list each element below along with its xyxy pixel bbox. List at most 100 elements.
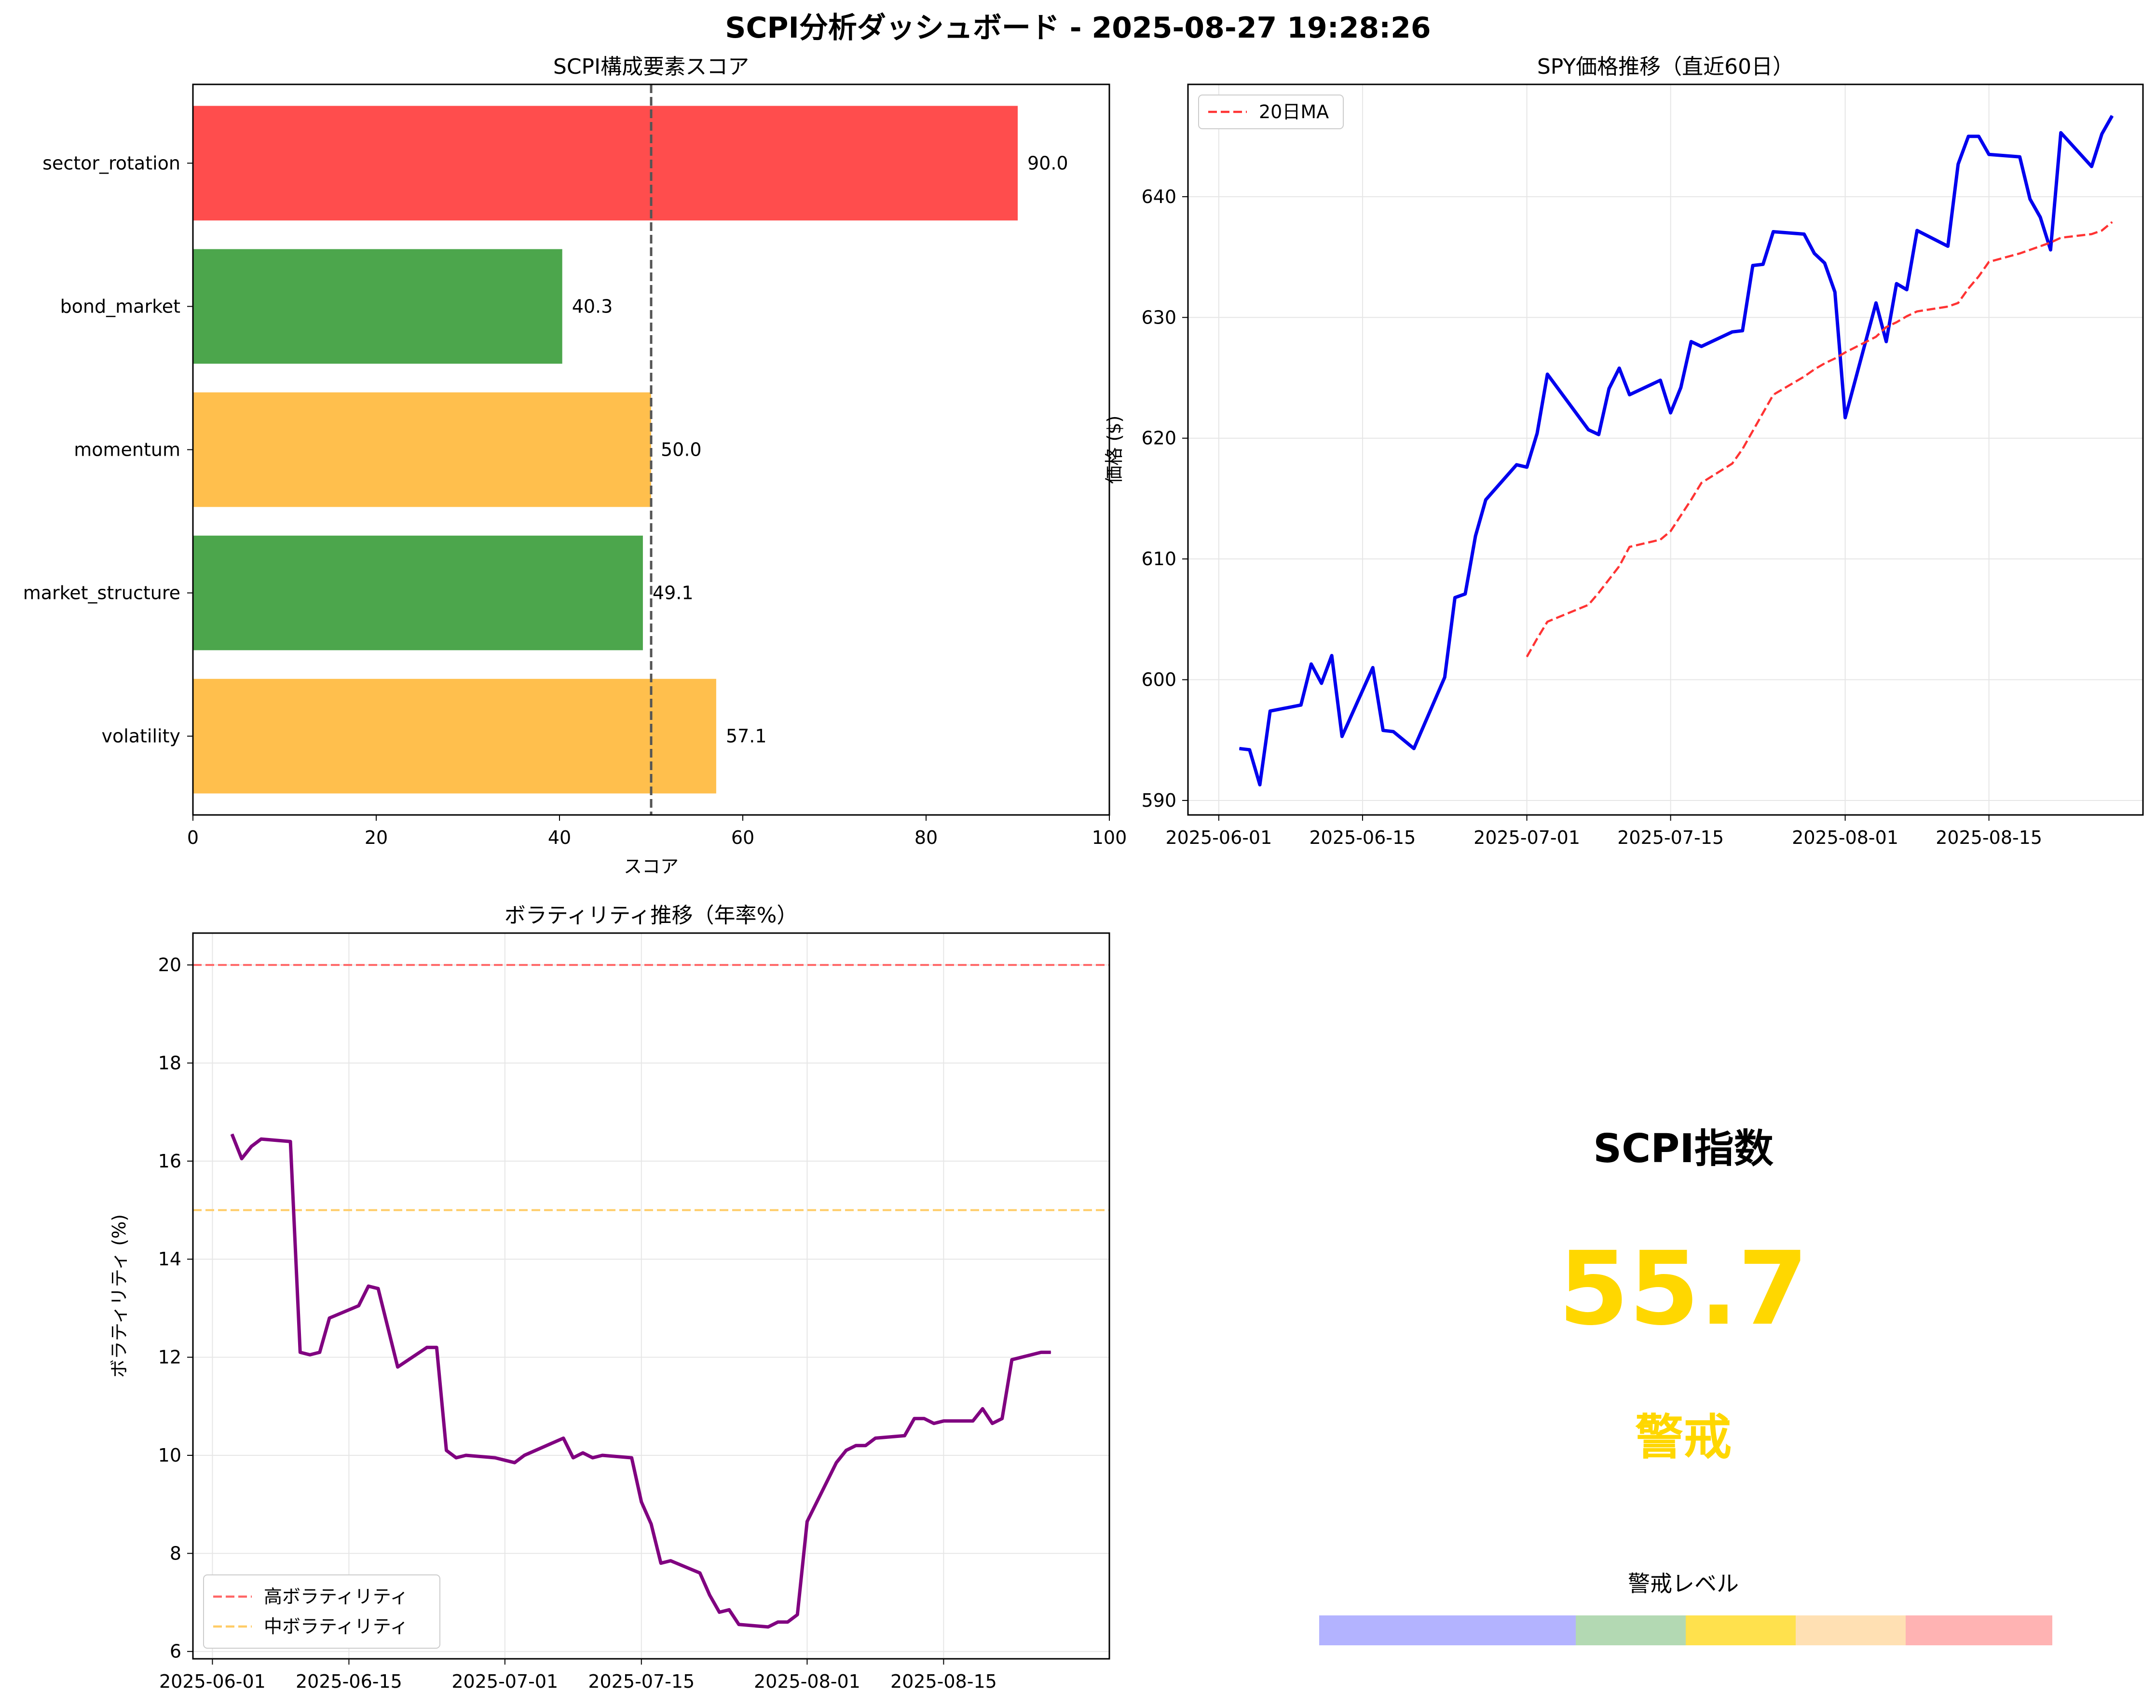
scpi-index-value: 55.7 xyxy=(1558,1230,1808,1348)
value-label: 40.3 xyxy=(572,296,613,317)
x-tick-label: 2025-08-15 xyxy=(890,1671,997,1692)
category-label: volatility xyxy=(101,726,180,747)
spy-series-1-point xyxy=(1691,341,1692,342)
spy-series-1-line xyxy=(1239,115,2114,786)
legend-label: 20日MA xyxy=(1259,101,1329,122)
spy-series-1-point xyxy=(1701,346,1702,347)
level-band-3 xyxy=(1686,1615,1796,1645)
volatility-series-1-point xyxy=(797,1614,798,1615)
scpi-level-text: 警戒 xyxy=(1635,1409,1732,1465)
spy-series-1-point xyxy=(1249,749,1250,750)
spy-series-2-point xyxy=(1619,566,1620,567)
x-tick-label: 2025-07-15 xyxy=(1617,827,1724,848)
x-tick-label: 2025-08-01 xyxy=(1792,827,1898,848)
value-label: 90.0 xyxy=(1027,152,1068,174)
bar-volatility xyxy=(193,678,716,794)
level-band-1 xyxy=(1319,1615,1576,1645)
plot-frame xyxy=(192,83,1110,816)
bar-market-structure xyxy=(193,535,643,651)
y-axis-label: ボラティリティ (%) xyxy=(109,1214,130,1378)
x-axis-label: スコア xyxy=(624,856,679,877)
spy-series-2-point xyxy=(1824,363,1825,364)
y-tick-label: 620 xyxy=(1141,428,1176,449)
x-tick-label: 100 xyxy=(1092,827,1127,848)
plot-frame xyxy=(192,932,1110,1660)
legend-box xyxy=(1198,95,1344,129)
level-band-5 xyxy=(1906,1615,2052,1645)
category-label: market_structure xyxy=(23,583,180,604)
x-tick-label: 2025-07-15 xyxy=(588,1671,695,1692)
volatility-chart-title: ボラティリティ推移（年率%） xyxy=(505,903,798,928)
bar-momentum xyxy=(193,392,651,507)
spy-series-1-point xyxy=(1680,387,1681,388)
x-tick-label: 2025-06-15 xyxy=(1310,827,1416,848)
y-tick-label: 610 xyxy=(1141,548,1176,569)
spy-series-1-point xyxy=(2091,166,2092,167)
dashboard-title: SCPI分析ダッシュボード - 2025-08-27 19:28:26 xyxy=(725,11,1431,45)
y-tick-label: 8 xyxy=(170,1543,181,1564)
x-tick-label: 2025-06-01 xyxy=(159,1671,266,1692)
volatility-chart: ボラティリティ推移（年率%） 2025-06-01 2025-06-15 2025-0… xyxy=(109,903,1110,1692)
y-tick-label: 10 xyxy=(158,1445,181,1466)
spy-series-1-point xyxy=(1742,330,1743,331)
spy-series-2-point xyxy=(1773,394,1774,395)
volatility-series-1-point xyxy=(719,1612,720,1613)
x-tick-label: 0 xyxy=(187,827,199,848)
x-tick-label: 2025-07-01 xyxy=(451,1671,558,1692)
volatility-series-1-point xyxy=(290,1141,291,1142)
y-tick-label: 18 xyxy=(158,1052,181,1073)
spy-series-1-point xyxy=(1752,265,1753,266)
x-tick-label: 60 xyxy=(731,827,754,848)
value-label: 57.1 xyxy=(726,726,767,747)
volatility-series-1-point xyxy=(670,1560,671,1561)
bar-sector-rotation xyxy=(193,106,1018,221)
spy-series-1-point xyxy=(1598,434,1599,435)
scpi-index-panel: SCPI指数 55.7 警戒 警戒レベル xyxy=(1319,1126,2052,1645)
y-tick-label: 16 xyxy=(158,1151,181,1172)
x-tick-label: 2025-06-01 xyxy=(1165,827,1272,848)
volatility-series-1-point xyxy=(1011,1359,1012,1360)
x-tick-label: 2025-08-15 xyxy=(1936,827,2042,848)
spy-series-2-point xyxy=(1732,463,1733,464)
y-tick-label: 6 xyxy=(170,1641,181,1662)
y-tick-label: 12 xyxy=(158,1347,181,1368)
category-label: bond_market xyxy=(60,296,180,317)
y-tick-label: 600 xyxy=(1141,669,1176,691)
spy-series-2-point xyxy=(2050,242,2051,243)
level-band-2 xyxy=(1576,1615,1686,1645)
y-tick-label: 20 xyxy=(158,954,181,976)
legend-label: 中ボラティリティ xyxy=(264,1616,408,1637)
spy-series-2-point xyxy=(2060,237,2061,238)
y-tick-label: 14 xyxy=(158,1248,181,1270)
level-scale-bar xyxy=(1319,1615,2052,1645)
y-tick-label: 630 xyxy=(1141,307,1176,328)
volatility-series-1-point xyxy=(251,1146,252,1147)
spy-price-chart: SPY価格推移（直近60日） 2025-06-01 2025-06-15 2025-0… xyxy=(1104,54,2144,848)
spy-series-2-point xyxy=(1968,288,1969,289)
y-tick-label: 590 xyxy=(1141,790,1176,811)
value-label: 50.0 xyxy=(661,439,702,461)
plot-frame xyxy=(1187,83,2144,816)
spy-series-2-line xyxy=(1526,221,2113,658)
spy-series-2-point xyxy=(1896,322,1897,323)
x-tick-label: 40 xyxy=(548,827,571,848)
x-tick-label: 2025-07-01 xyxy=(1474,827,1580,848)
volatility-series-1-point xyxy=(319,1352,320,1353)
y-tick-label: 640 xyxy=(1141,186,1176,207)
spy-series-1-point xyxy=(1629,394,1630,395)
bar-bond-market xyxy=(193,249,562,364)
volatility-series-1-point xyxy=(865,1445,866,1446)
volatility-series-1-line xyxy=(230,1133,1051,1629)
x-tick-label: 2025-08-01 xyxy=(754,1671,860,1692)
legend-label: 高ボラティリティ xyxy=(264,1586,408,1607)
level-band-4 xyxy=(1796,1615,1906,1645)
components-chart-title: SCPI構成要素スコア xyxy=(553,54,749,79)
volatility-series-1-point xyxy=(358,1305,359,1306)
category-label: momentum xyxy=(74,439,180,461)
components-bar-chart: SCPI構成要素スコア sector_rotation 90.0 bond_marke… xyxy=(23,54,1127,877)
spy-chart-title: SPY価格推移（直近60日） xyxy=(1537,54,1794,79)
legend-box xyxy=(203,1574,440,1649)
spy-series-1-point xyxy=(1239,748,1240,749)
x-tick-label: 80 xyxy=(914,827,938,848)
